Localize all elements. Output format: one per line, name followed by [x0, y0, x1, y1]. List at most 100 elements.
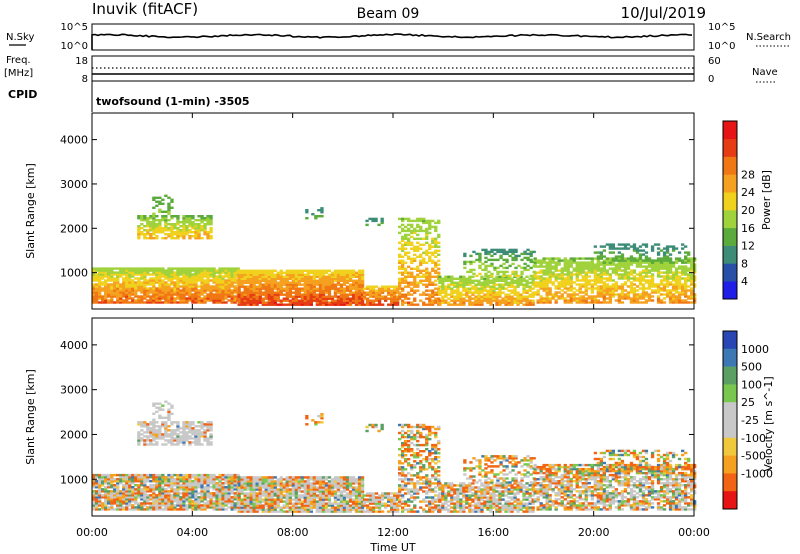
heatmap-cell — [644, 287, 649, 290]
heatmap-cell — [107, 299, 111, 302]
heatmap-cell — [693, 295, 697, 298]
heatmap-cell — [377, 301, 382, 304]
heatmap-cell — [182, 215, 186, 218]
heatmap-cell — [605, 285, 610, 288]
heatmap-cell — [194, 502, 198, 505]
heatmap-cell — [374, 303, 379, 306]
heatmap-cell — [282, 281, 286, 284]
heatmap-cell — [200, 431, 204, 434]
heatmap-cell — [107, 506, 111, 509]
heatmap-cell — [653, 265, 658, 268]
heatmap-cell — [182, 289, 186, 292]
heatmap-cell — [146, 423, 150, 426]
heatmap-cell — [501, 291, 505, 294]
heatmap-cell — [170, 482, 174, 485]
heatmap-cell — [291, 297, 296, 300]
heatmap-cell — [227, 293, 231, 296]
heatmap-cell — [218, 490, 222, 493]
heatmap-cell — [339, 273, 344, 276]
heatmap-cell — [599, 253, 604, 256]
heatmap-cell — [608, 267, 613, 270]
heatmap-cell — [143, 480, 147, 483]
heatmap-cell — [300, 287, 305, 290]
heatmap-cell — [173, 478, 177, 481]
heatmap-cell — [285, 291, 289, 294]
heatmap-cell — [629, 285, 634, 288]
heatmap-cell — [252, 299, 256, 302]
heatmap-cell — [215, 502, 219, 505]
heatmap-cell — [438, 281, 442, 284]
heatmap-cell — [170, 439, 174, 442]
heatmap-cell — [605, 293, 610, 296]
heatmap-cell — [215, 504, 219, 507]
heatmap-cell — [480, 285, 484, 288]
heatmap-cell — [185, 277, 189, 280]
heatmap-cell — [623, 261, 628, 264]
heatmap-cell — [110, 299, 114, 302]
heatmap-cell — [125, 275, 129, 278]
heatmap-cell — [365, 219, 369, 223]
heatmap-cell — [523, 266, 527, 270]
heatmap-cell — [221, 269, 225, 272]
heatmap-cell — [185, 484, 189, 487]
heatmap-cell — [261, 287, 265, 290]
heatmap-cell — [599, 273, 604, 276]
heatmap-cell — [276, 285, 280, 288]
heatmap-cell — [362, 293, 367, 296]
heatmap-cell — [212, 301, 216, 304]
heatmap-cell — [590, 285, 595, 288]
heatmap-cell — [170, 502, 174, 505]
heatmap-cell — [270, 285, 274, 288]
heatmap-cell — [422, 221, 426, 225]
heatmap-cell — [578, 271, 582, 274]
heatmap-cell — [203, 478, 207, 481]
heatmap-cell — [158, 494, 162, 497]
heatmap-cell — [593, 295, 598, 298]
heatmap-cell — [566, 259, 570, 262]
heatmap-cell — [95, 267, 99, 270]
heatmap-cell — [416, 225, 420, 229]
heatmap-cell — [662, 261, 667, 264]
heatmap-cell — [450, 303, 454, 306]
heatmap-cell — [221, 506, 225, 509]
heatmap-cell — [354, 275, 359, 278]
heatmap-cell — [137, 441, 141, 444]
heatmap-cell — [149, 225, 153, 228]
heatmap-cell — [131, 500, 135, 503]
heatmap-cell — [170, 206, 174, 209]
heatmap-cell — [197, 235, 201, 238]
heatmap-cell — [468, 289, 472, 292]
heatmap-cell — [107, 500, 111, 503]
heatmap-cell — [551, 281, 555, 284]
heatmap-cell — [185, 492, 189, 495]
heatmap-cell — [668, 269, 673, 272]
heatmap-cell — [318, 285, 323, 288]
heatmap-cell — [419, 255, 423, 258]
heatmap-cell — [164, 506, 168, 509]
heatmap-cell — [143, 443, 147, 446]
heatmap-cell — [170, 237, 174, 240]
heatmap-cell — [95, 486, 99, 489]
heatmap-cell — [267, 295, 271, 298]
heatmap-cell — [188, 504, 192, 507]
heatmap-cell — [490, 250, 494, 254]
heatmap-cell — [122, 279, 126, 282]
heatmap-cell — [693, 263, 697, 266]
heatmap-cell — [504, 301, 508, 304]
heatmap-cell — [434, 249, 438, 252]
heatmap-cell — [548, 289, 552, 292]
heatmap-cell — [107, 484, 111, 487]
heatmap-cell — [285, 277, 289, 280]
heatmap-cell — [206, 285, 210, 288]
heatmap-cell — [492, 283, 496, 286]
heatmap-cell — [203, 435, 207, 438]
heatmap-cell — [545, 265, 549, 268]
heatmap-cell — [206, 443, 210, 446]
heatmap-cell — [450, 275, 454, 278]
heatmap-cell — [152, 215, 156, 218]
heatmap-cell — [404, 281, 408, 284]
heatmap-cell — [653, 263, 658, 266]
heatmap-cell — [237, 480, 241, 483]
heatmap-cell — [632, 293, 637, 296]
heatmap-cell — [110, 295, 114, 298]
